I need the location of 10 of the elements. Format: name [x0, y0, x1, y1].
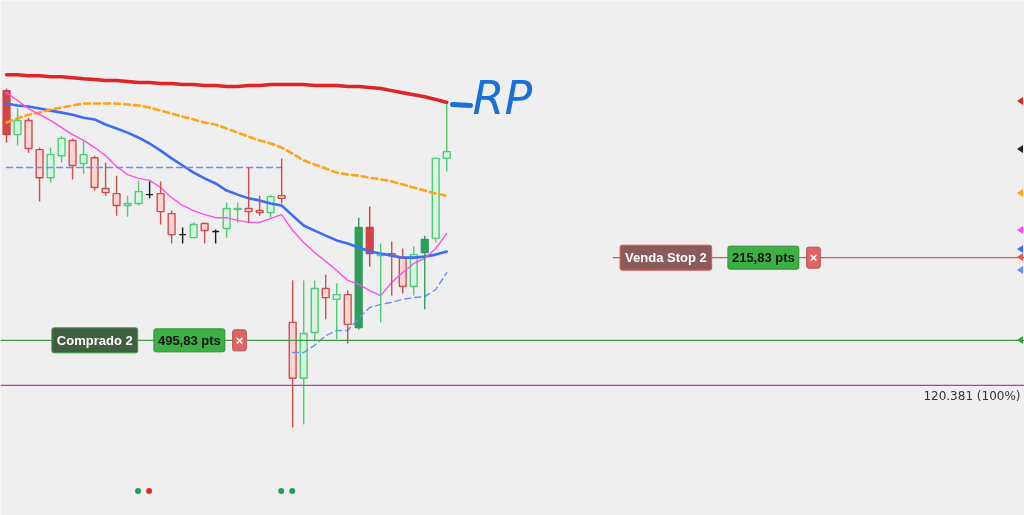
annotation: 495,83 pts [157, 332, 221, 348]
annotation: 120.381 (100%) [923, 388, 1021, 403]
ref-line-label: Comprado 2 [56, 332, 133, 348]
candlestick [299, 279, 308, 426]
candlestick [288, 279, 297, 429]
annotation: × [235, 332, 244, 348]
annotation: 215,83 pts [731, 250, 795, 266]
annotation: RP [472, 70, 533, 125]
ref-line-label: Venda Stop 2 [625, 250, 707, 266]
annotation: × [809, 250, 818, 266]
